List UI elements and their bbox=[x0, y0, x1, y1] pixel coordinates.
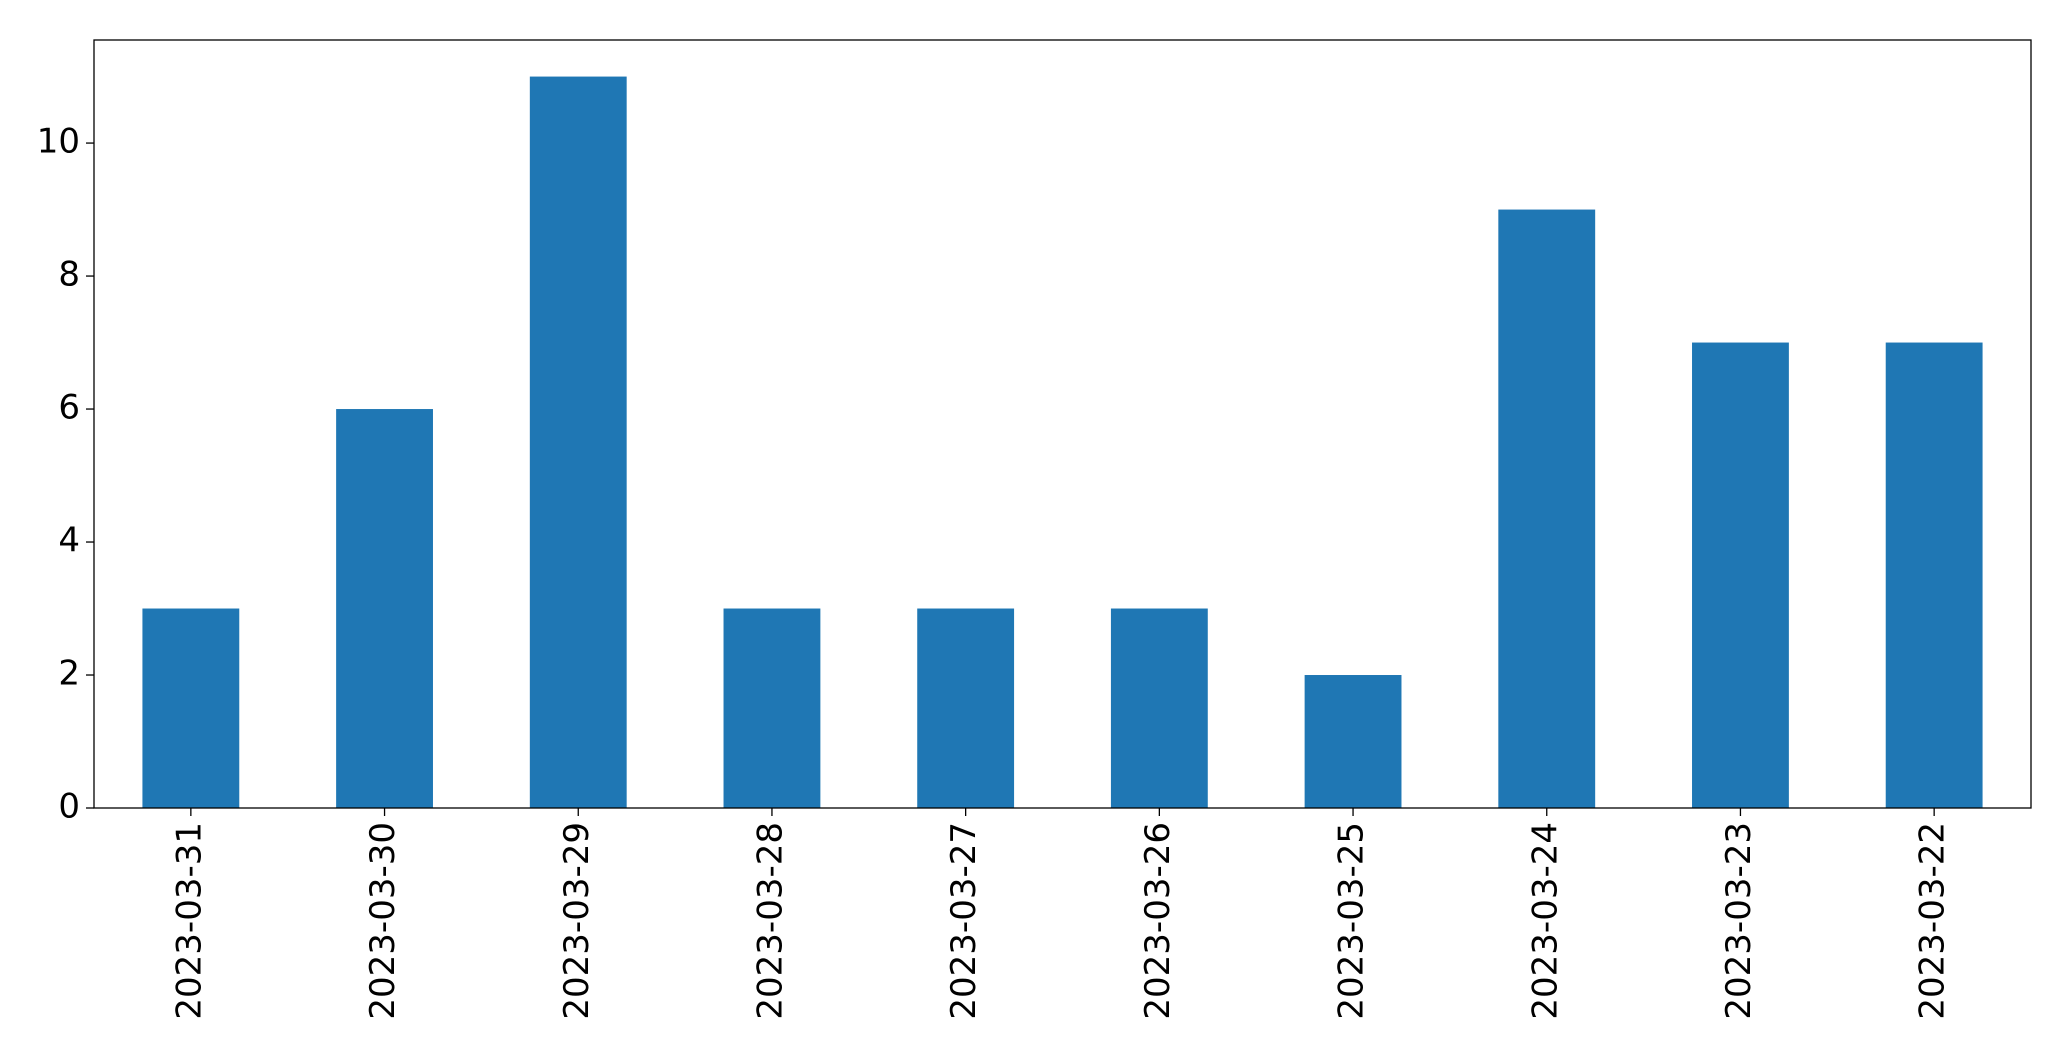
bar bbox=[1885, 342, 1983, 808]
x-tick-label: 2023-03-30 bbox=[363, 822, 403, 1020]
x-tick-label: 2023-03-25 bbox=[1332, 822, 1372, 1020]
x-tick-label: 2023-03-22 bbox=[1913, 822, 1953, 1020]
x-tick-label: 2023-03-23 bbox=[1719, 822, 1759, 1020]
plot-frame bbox=[93, 39, 2032, 809]
x-tick-label: 2023-03-31 bbox=[169, 822, 209, 1020]
bar bbox=[1692, 342, 1789, 808]
y-tick-label: 10 bbox=[37, 122, 80, 162]
y-tick-label: 0 bbox=[58, 787, 80, 827]
x-tick-label: 2023-03-24 bbox=[1525, 822, 1565, 1020]
x-tick-label: 2023-03-27 bbox=[944, 822, 984, 1020]
bar bbox=[1304, 675, 1402, 808]
y-tick-label: 8 bbox=[58, 255, 80, 295]
y-tick-label: 6 bbox=[58, 388, 80, 428]
bar bbox=[723, 608, 821, 808]
bar bbox=[529, 76, 627, 809]
bar bbox=[336, 409, 433, 808]
y-tick-label: 4 bbox=[58, 521, 80, 561]
x-tick-label: 2023-03-26 bbox=[1138, 822, 1178, 1020]
x-tick-label: 2023-03-28 bbox=[750, 822, 790, 1020]
bar bbox=[1110, 608, 1208, 808]
bar bbox=[142, 608, 240, 808]
y-tick-label: 2 bbox=[58, 654, 80, 694]
x-tick-label: 2023-03-29 bbox=[557, 822, 597, 1020]
bar bbox=[917, 608, 1015, 808]
bar bbox=[1498, 209, 1596, 808]
